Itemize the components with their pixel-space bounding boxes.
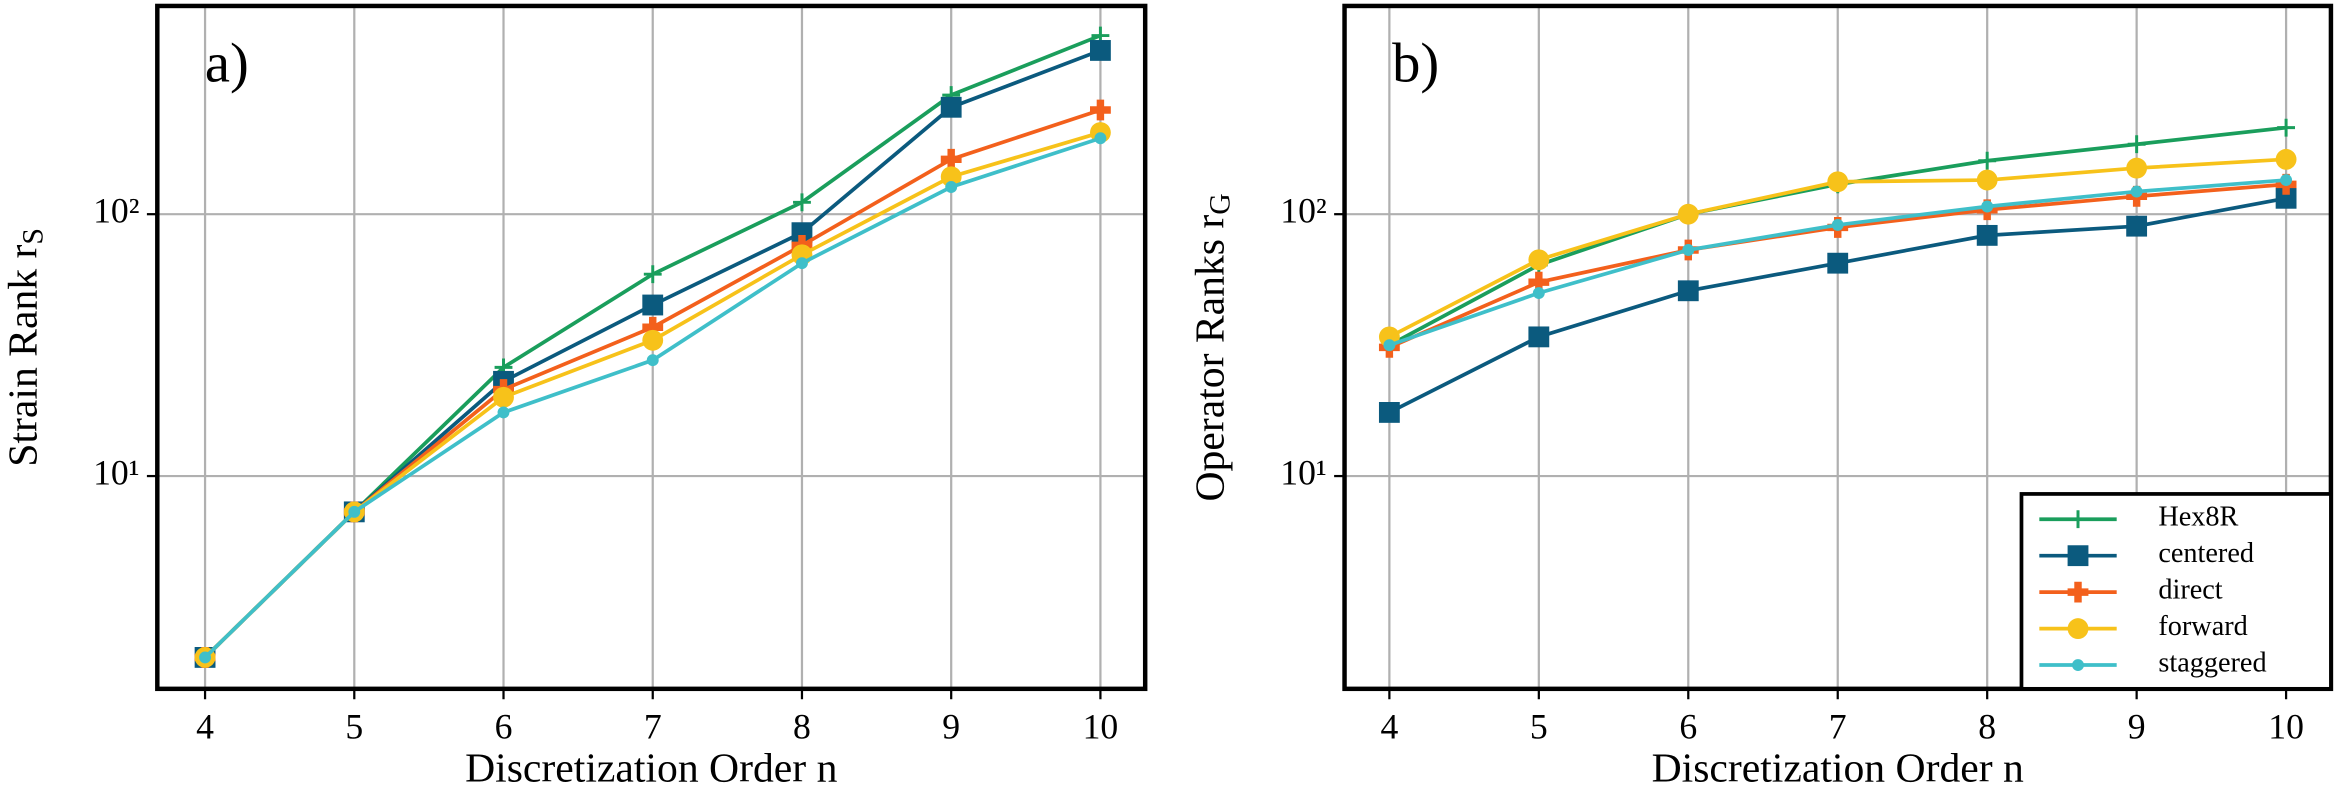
y-axis-label-subscript: S bbox=[16, 228, 49, 245]
marker bbox=[493, 386, 514, 408]
panel-label: b) bbox=[1392, 32, 1439, 94]
legend-label: centered bbox=[2158, 538, 2254, 569]
x-tick-label: 8 bbox=[1978, 707, 1996, 747]
marker bbox=[1532, 287, 1545, 299]
y-axis-label-main: Strain Rank r bbox=[0, 245, 46, 467]
y-axis-label: Operator Ranks rG bbox=[1187, 193, 1236, 501]
x-tick-label: 9 bbox=[2128, 707, 2146, 747]
y-axis-label-main: Operator Ranks r bbox=[1187, 215, 1233, 502]
marker bbox=[2067, 618, 2089, 639]
axes-frame bbox=[155, 3, 1148, 692]
marker bbox=[940, 96, 962, 118]
marker bbox=[796, 257, 808, 270]
x-tick-label: 6 bbox=[1679, 707, 1697, 747]
marker bbox=[940, 148, 962, 170]
marker bbox=[1090, 99, 1111, 121]
x-tick-label: 10 bbox=[2268, 707, 2304, 747]
marker bbox=[940, 166, 962, 188]
marker bbox=[1677, 203, 1699, 225]
marker bbox=[348, 505, 361, 518]
x-tick-label: 4 bbox=[1380, 707, 1398, 747]
marker bbox=[2127, 135, 2146, 154]
marker bbox=[199, 651, 212, 664]
marker bbox=[642, 329, 664, 351]
marker bbox=[2275, 148, 2297, 170]
x-tick-label: 9 bbox=[942, 707, 960, 747]
x-tick-label: 10 bbox=[1083, 707, 1119, 747]
legend-label: Hex8R bbox=[2158, 502, 2238, 533]
marker bbox=[646, 354, 659, 367]
y-axis-label-subscript: G bbox=[1203, 193, 1236, 215]
marker bbox=[2280, 174, 2293, 187]
marker bbox=[1827, 252, 1849, 274]
marker bbox=[1528, 326, 1550, 348]
marker bbox=[1378, 402, 1400, 423]
marker bbox=[791, 222, 813, 244]
marker bbox=[1383, 339, 1396, 352]
y-axis-label: Strain Rank rS bbox=[0, 228, 49, 467]
x-axis-label: Discretization Order n bbox=[1652, 746, 2024, 790]
marker bbox=[2067, 545, 2089, 567]
marker bbox=[1090, 40, 1111, 61]
marker bbox=[2277, 118, 2296, 137]
marker bbox=[1976, 224, 1998, 246]
marker bbox=[2275, 187, 2297, 209]
panel-label: a) bbox=[205, 32, 249, 94]
marker bbox=[1682, 244, 1695, 256]
x-tick-label: 7 bbox=[1829, 707, 1847, 747]
x-tick-label: 5 bbox=[1530, 707, 1548, 747]
y-tick-label: 10¹ bbox=[93, 452, 139, 492]
x-tick-label: 4 bbox=[196, 707, 214, 747]
marker bbox=[1528, 249, 1550, 271]
y-tick-label: 10¹ bbox=[1280, 452, 1326, 492]
marker bbox=[2126, 215, 2148, 237]
marker bbox=[2072, 659, 2084, 671]
marker bbox=[1677, 280, 1699, 302]
marker bbox=[2069, 510, 2087, 529]
marker bbox=[1827, 171, 1849, 193]
y-tick-label: 10² bbox=[1280, 190, 1326, 230]
marker bbox=[642, 294, 664, 316]
marker bbox=[2067, 581, 2089, 603]
legend-label: forward bbox=[2158, 611, 2247, 642]
marker bbox=[793, 193, 811, 212]
x-tick-label: 7 bbox=[644, 707, 662, 747]
marker bbox=[1831, 218, 1844, 231]
axes-frame bbox=[1342, 3, 2334, 692]
x-tick-label: 8 bbox=[793, 707, 811, 747]
marker bbox=[497, 406, 510, 419]
marker bbox=[1094, 132, 1107, 145]
x-tick-label: 5 bbox=[345, 707, 363, 747]
legend-label: direct bbox=[2158, 575, 2222, 606]
legend-label: staggered bbox=[2158, 648, 2266, 679]
marker bbox=[2126, 157, 2148, 179]
y-tick-label: 10² bbox=[93, 190, 139, 230]
x-tick-label: 6 bbox=[495, 707, 513, 747]
x-axis-label: Discretization Order n bbox=[465, 746, 837, 790]
marker bbox=[1976, 169, 1998, 191]
marker bbox=[1981, 200, 1994, 213]
marker bbox=[1978, 151, 1997, 170]
marker bbox=[2130, 185, 2143, 198]
marker bbox=[945, 181, 958, 193]
marker bbox=[643, 265, 662, 284]
